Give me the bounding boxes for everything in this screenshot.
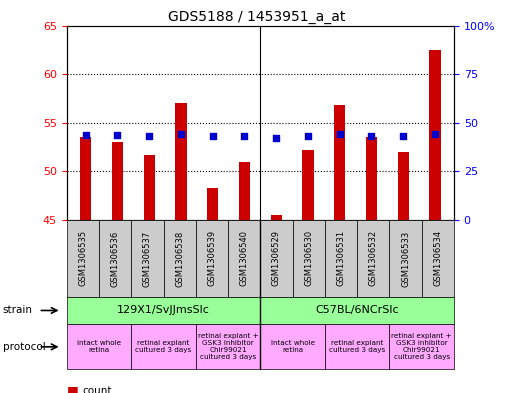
Bar (112, 142, 123, 220)
Bar (144, 155, 155, 220)
Point (336, 131, 344, 138)
Text: GDS5188 / 1453951_a_at: GDS5188 / 1453951_a_at (168, 10, 345, 24)
Point (431, 131, 439, 138)
Bar (271, 215, 282, 220)
Point (177, 131, 185, 138)
Text: GSM1306530: GSM1306530 (304, 230, 313, 286)
Text: GSM1306535: GSM1306535 (78, 230, 87, 286)
Bar (429, 50, 441, 220)
Point (82, 132, 90, 139)
Point (209, 133, 217, 140)
Text: intact whole
retina: intact whole retina (270, 340, 314, 353)
Bar (398, 152, 409, 220)
Point (272, 135, 280, 141)
Text: 129X1/SvJJmsSlc: 129X1/SvJJmsSlc (117, 305, 210, 316)
Text: GSM1306536: GSM1306536 (111, 230, 120, 286)
Text: GSM1306534: GSM1306534 (433, 230, 442, 286)
Text: ■: ■ (67, 384, 78, 393)
Point (113, 132, 122, 139)
Text: GSM1306529: GSM1306529 (272, 230, 281, 286)
Bar (175, 103, 187, 220)
Bar (80, 138, 91, 220)
Bar (334, 105, 345, 220)
Point (399, 133, 407, 140)
Bar (366, 138, 377, 220)
Text: strain: strain (3, 305, 32, 316)
Text: GSM1306539: GSM1306539 (207, 230, 216, 286)
Point (145, 133, 153, 140)
Text: retinal explant +
GSK3 inhibitor
Chir99021
cultured 3 days: retinal explant + GSK3 inhibitor Chir990… (198, 333, 259, 360)
Text: protocol: protocol (3, 342, 45, 352)
Text: C57BL/6NCrSlc: C57BL/6NCrSlc (315, 305, 399, 316)
Point (367, 133, 376, 140)
Text: intact whole
retina: intact whole retina (77, 340, 121, 353)
Text: GSM1306531: GSM1306531 (337, 230, 346, 286)
Point (304, 133, 312, 140)
Text: retinal explant +
GSK3 inhibitor
Chir99021
cultured 3 days: retinal explant + GSK3 inhibitor Chir990… (391, 333, 452, 360)
Text: GSM1306537: GSM1306537 (143, 230, 152, 286)
Text: retinal explant
cultured 3 days: retinal explant cultured 3 days (135, 340, 192, 353)
Text: GSM1306533: GSM1306533 (401, 230, 410, 286)
Text: count: count (82, 386, 112, 393)
Text: GSM1306538: GSM1306538 (175, 230, 184, 286)
Point (241, 133, 249, 140)
Text: GSM1306540: GSM1306540 (240, 230, 249, 286)
Bar (207, 188, 219, 220)
Text: GSM1306532: GSM1306532 (369, 230, 378, 286)
Bar (239, 162, 250, 220)
Text: retinal explant
cultured 3 days: retinal explant cultured 3 days (329, 340, 385, 353)
Bar (302, 150, 313, 220)
